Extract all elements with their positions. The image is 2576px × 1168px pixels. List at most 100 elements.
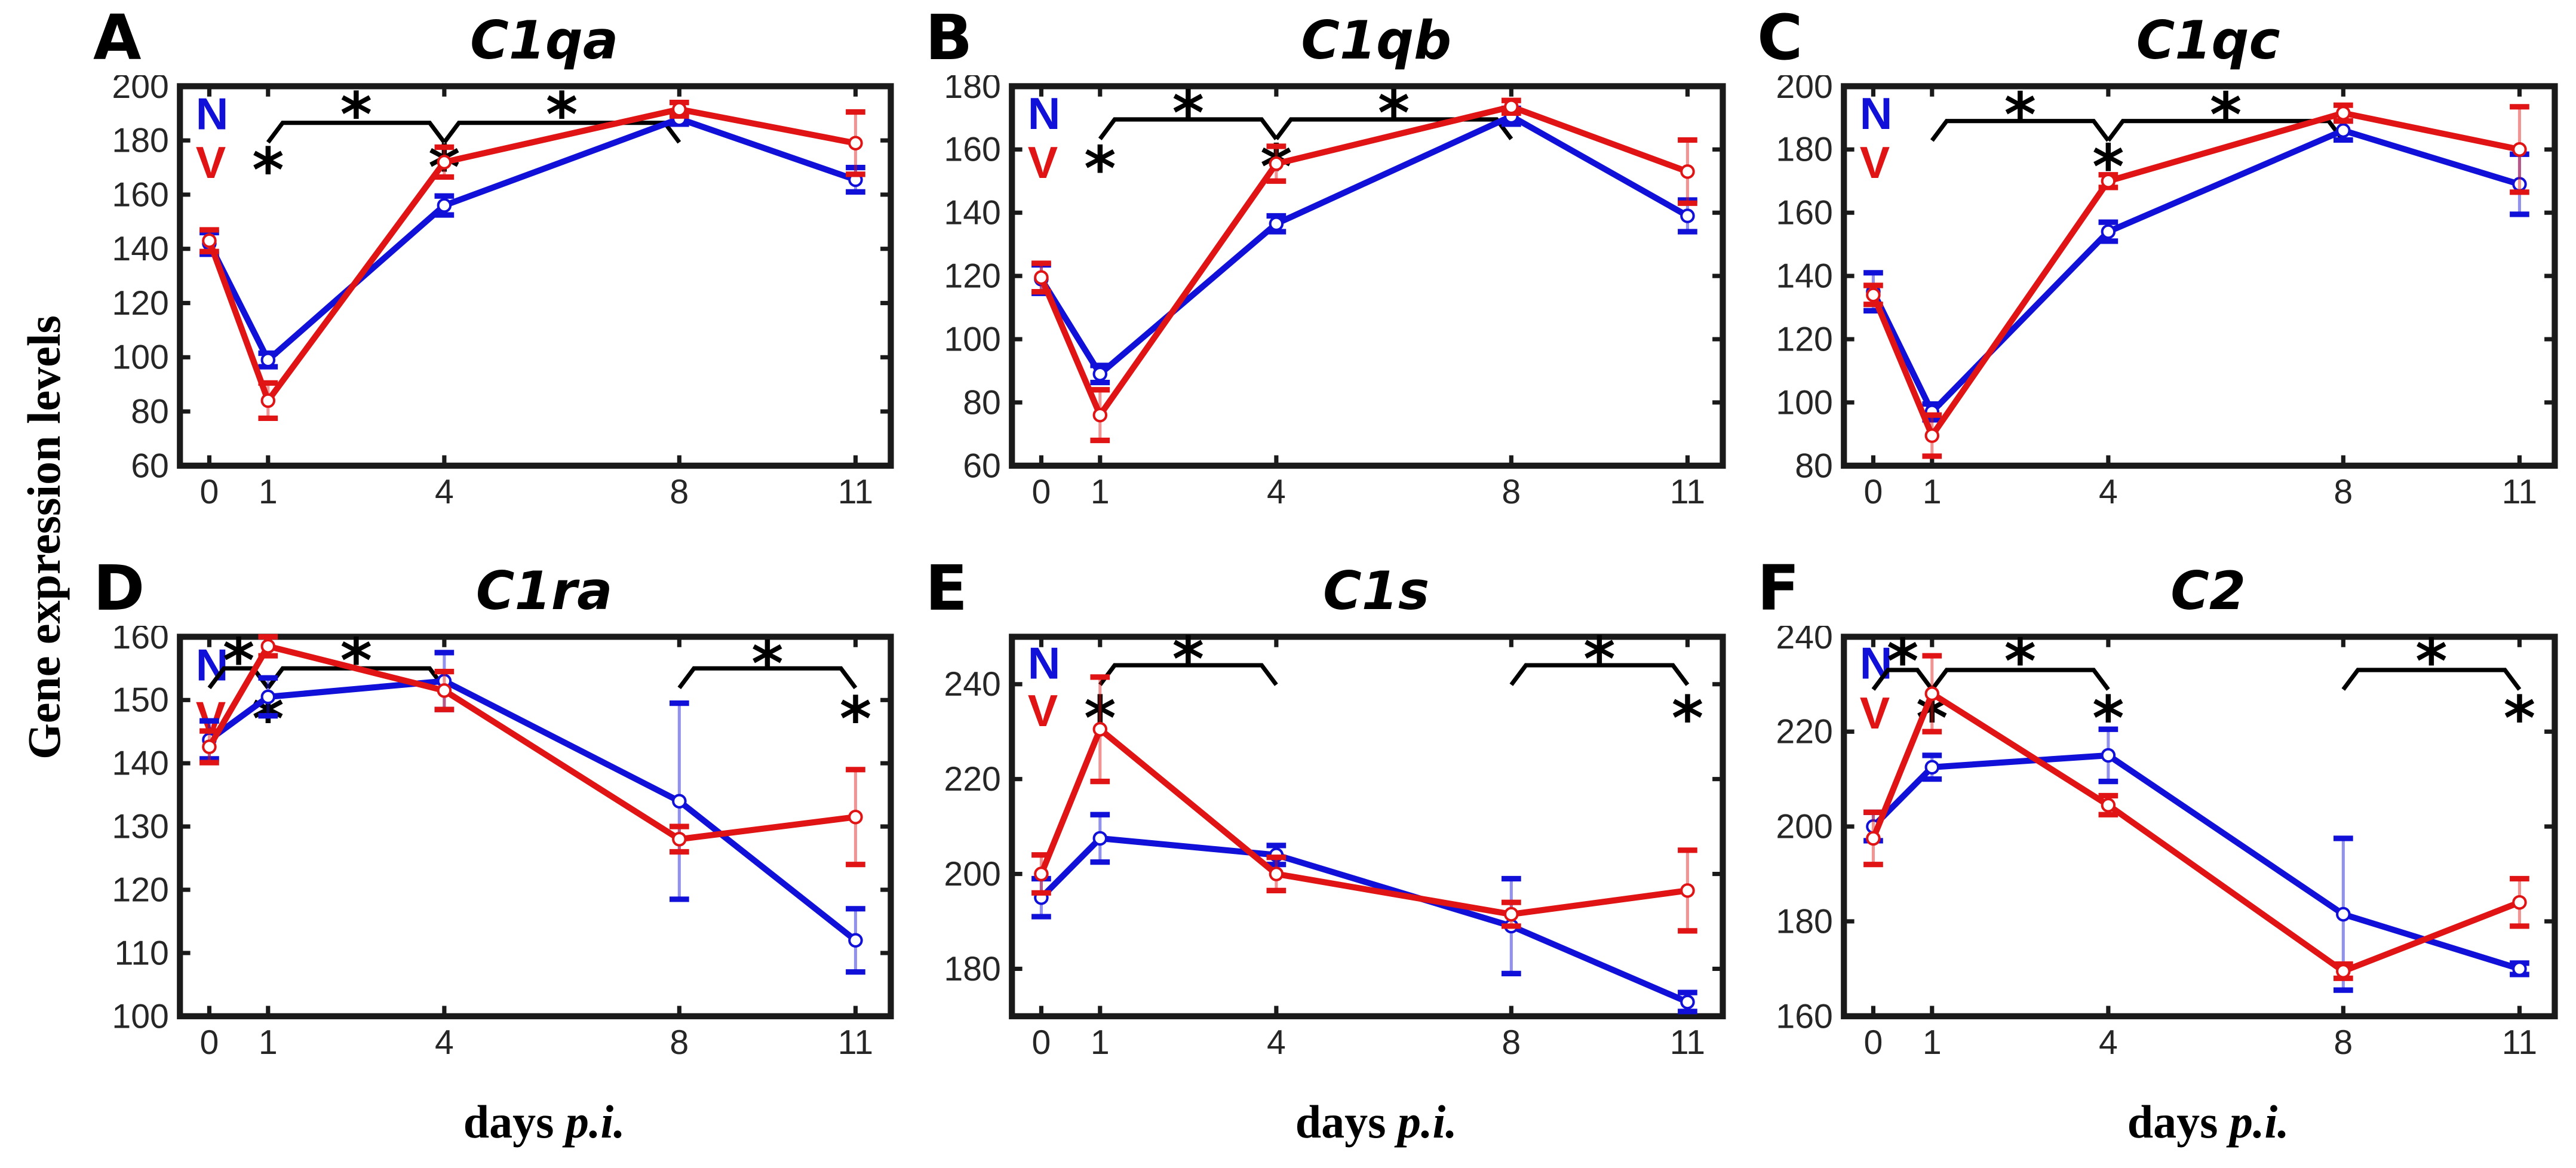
marker-V — [1034, 270, 1049, 285]
y-tick-label: 100 — [944, 320, 1000, 358]
panel-letter: F — [1757, 551, 1800, 625]
x-tick-label: 1 — [1923, 1023, 1942, 1062]
x-tick-label: 11 — [1670, 1023, 1705, 1062]
x-tick-label: 0 — [1032, 473, 1051, 511]
legend-label-N: N — [1028, 89, 1061, 139]
x-tick-label: 4 — [435, 1023, 454, 1062]
legend-label-N: N — [1028, 638, 1061, 688]
series-line-N — [207, 678, 858, 943]
sig-star: * — [1672, 683, 1703, 754]
y-tick-label: 80 — [131, 392, 169, 431]
y-tick-label: 160 — [112, 626, 168, 656]
y-tick-label: 140 — [112, 230, 168, 268]
panel-letter: C — [1757, 1, 1803, 74]
series-line-N — [1871, 752, 2520, 972]
sig-bracket — [1930, 119, 2110, 142]
panel-title: C1qc — [2136, 10, 2280, 71]
x-tick-label: 1 — [1923, 473, 1942, 511]
y-tick-label: 160 — [112, 176, 168, 214]
x-tick-label: 11 — [2502, 1023, 2537, 1062]
marker-V — [2512, 142, 2527, 157]
marker-V — [202, 739, 217, 754]
y-tick-label: 100 — [112, 339, 168, 377]
panel-letter: A — [93, 1, 142, 74]
panel-e-chart: 0 1 4 8 11 180 200 220 240 NV * * * * — [944, 626, 1726, 1062]
sig-bracket — [1275, 117, 1513, 140]
sig-bracket — [1930, 668, 2110, 691]
sig-star: * — [2092, 683, 2124, 754]
marker-V — [1866, 287, 1881, 303]
marker-V — [1504, 906, 1519, 922]
y-tick-label: 160 — [1776, 194, 1832, 232]
panel-a: A C1qa 0 1 4 8 11 60 80 100 120 140 160 180 200 N V * * *… — [88, 0, 906, 548]
y-tick-label: 180 — [944, 75, 1000, 106]
y-tick-label: 80 — [963, 383, 1001, 422]
plot-box — [1841, 634, 2558, 1019]
panel-a-header: A C1qa — [88, 1, 906, 75]
x-tick-label: 4 — [1267, 1023, 1286, 1062]
sig-star: * — [2210, 80, 2242, 151]
sig-star: * — [1084, 134, 1116, 205]
y-tick-label: 120 — [944, 257, 1000, 296]
series-line-V — [1038, 726, 1688, 917]
sig-bracket — [2341, 668, 2522, 691]
panel-grid: A C1qa 0 1 4 8 11 60 80 100 120 140 160 180 200 N V * * *… — [88, 0, 2570, 1149]
sig-bracket — [677, 666, 858, 689]
series-line-V — [1038, 103, 1689, 419]
marker-V — [202, 233, 217, 248]
x-tick-label: 0 — [1864, 1023, 1883, 1062]
panel-title: C1qb — [1301, 10, 1452, 71]
legend-label-V: V — [1028, 686, 1058, 736]
plot-box — [1009, 634, 1726, 1019]
x-axis-label-italic: p.i. — [565, 1095, 625, 1148]
y-tick-label: 180 — [112, 122, 168, 160]
x-tick-label: 1 — [259, 473, 278, 511]
x-tick-label: 0 — [200, 1023, 219, 1062]
marker-V — [848, 809, 863, 825]
marker-N — [2512, 961, 2527, 976]
panel-title: C2 — [2170, 560, 2246, 622]
y-tick-label: 60 — [963, 447, 1001, 485]
x-tick-label: 11 — [2502, 473, 2537, 511]
series-line-V — [206, 106, 856, 404]
panel-f-header: F C2 — [1752, 552, 2570, 626]
marker-V — [260, 393, 276, 408]
y-tick-label: 140 — [944, 194, 1000, 232]
marker-N — [2336, 123, 2351, 138]
marker-V — [1269, 866, 1284, 881]
sig-star: * — [2415, 626, 2447, 697]
y-tick-label: 100 — [112, 997, 168, 1035]
y-tick-label: 130 — [112, 807, 168, 846]
x-tick-label: 0 — [1864, 473, 1883, 511]
x-tick-label: 1 — [1091, 1023, 1110, 1062]
marker-V — [2336, 106, 2351, 121]
marker-N — [1680, 994, 1695, 1010]
sig-star: * — [751, 629, 783, 700]
x-axis-label-word: days — [2127, 1095, 2218, 1148]
sig-bracket — [1871, 668, 1934, 691]
x-tick-label: 11 — [838, 1023, 873, 1062]
marker-N — [1924, 760, 1940, 774]
sig-star: * — [2504, 683, 2535, 754]
sig-star: * — [840, 684, 871, 755]
panel-title: C1s — [1323, 560, 1430, 622]
legend-label-V: V — [196, 138, 226, 188]
y-tick-label: 140 — [1776, 257, 1832, 296]
panel-b-header: B C1qb — [920, 1, 1738, 75]
marker-V — [2101, 797, 2116, 813]
x-tick-label: 8 — [1502, 473, 1521, 511]
legend-label-N: N — [1860, 89, 1893, 139]
x-tick-label: 8 — [2334, 473, 2353, 511]
x-tick-label: 1 — [1091, 473, 1110, 511]
marker-V — [672, 831, 687, 847]
sig-bracket — [266, 121, 446, 144]
sig-star: * — [223, 626, 254, 697]
x-tick-label: 8 — [2334, 1023, 2353, 1062]
x-axis-label-italic: p.i. — [1397, 1095, 1457, 1148]
x-tick-label: 4 — [2099, 473, 2118, 511]
sig-star: * — [1172, 78, 1204, 149]
